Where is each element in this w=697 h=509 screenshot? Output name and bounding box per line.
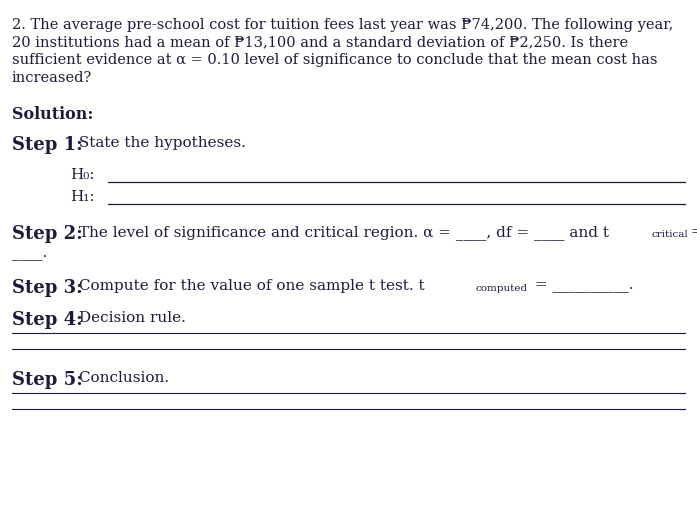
Text: 20 institutions had a mean of ₱13,100 and a standard deviation of ₱2,250. Is the: 20 institutions had a mean of ₱13,100 an… xyxy=(12,36,628,49)
Text: critical: critical xyxy=(651,230,688,239)
Text: computed: computed xyxy=(475,284,527,293)
Text: 2. The average pre-school cost for tuition fees last year was ₱74,200. The follo: 2. The average pre-school cost for tuiti… xyxy=(12,18,673,32)
Text: Step 5:: Step 5: xyxy=(12,371,83,389)
Text: increased?: increased? xyxy=(12,71,92,84)
Text: H₀:: H₀: xyxy=(70,168,95,182)
Text: Step 3:: Step 3: xyxy=(12,279,83,297)
Text: ____.: ____. xyxy=(12,247,47,261)
Text: Solution:: Solution: xyxy=(12,106,93,123)
Text: H₁:: H₁: xyxy=(70,190,95,204)
Text: Conclusion.: Conclusion. xyxy=(74,371,169,385)
Text: Step 4:: Step 4: xyxy=(12,311,83,329)
Text: Step 2:: Step 2: xyxy=(12,225,83,243)
Text: State the hypotheses.: State the hypotheses. xyxy=(74,136,246,150)
Text: sufficient evidence at α = 0.10 level of significance to conclude that the mean : sufficient evidence at α = 0.10 level of… xyxy=(12,53,657,67)
Text: The level of significance and critical region. α = ____, df = ____ and t: The level of significance and critical r… xyxy=(74,225,609,240)
Text: Decision rule.: Decision rule. xyxy=(74,311,186,325)
Text: Step 1:: Step 1: xyxy=(12,136,83,154)
Text: Compute for the value of one sample t test. t: Compute for the value of one sample t te… xyxy=(74,279,424,293)
Text: = __________.: = __________. xyxy=(530,279,634,293)
Text: =: = xyxy=(686,225,697,239)
